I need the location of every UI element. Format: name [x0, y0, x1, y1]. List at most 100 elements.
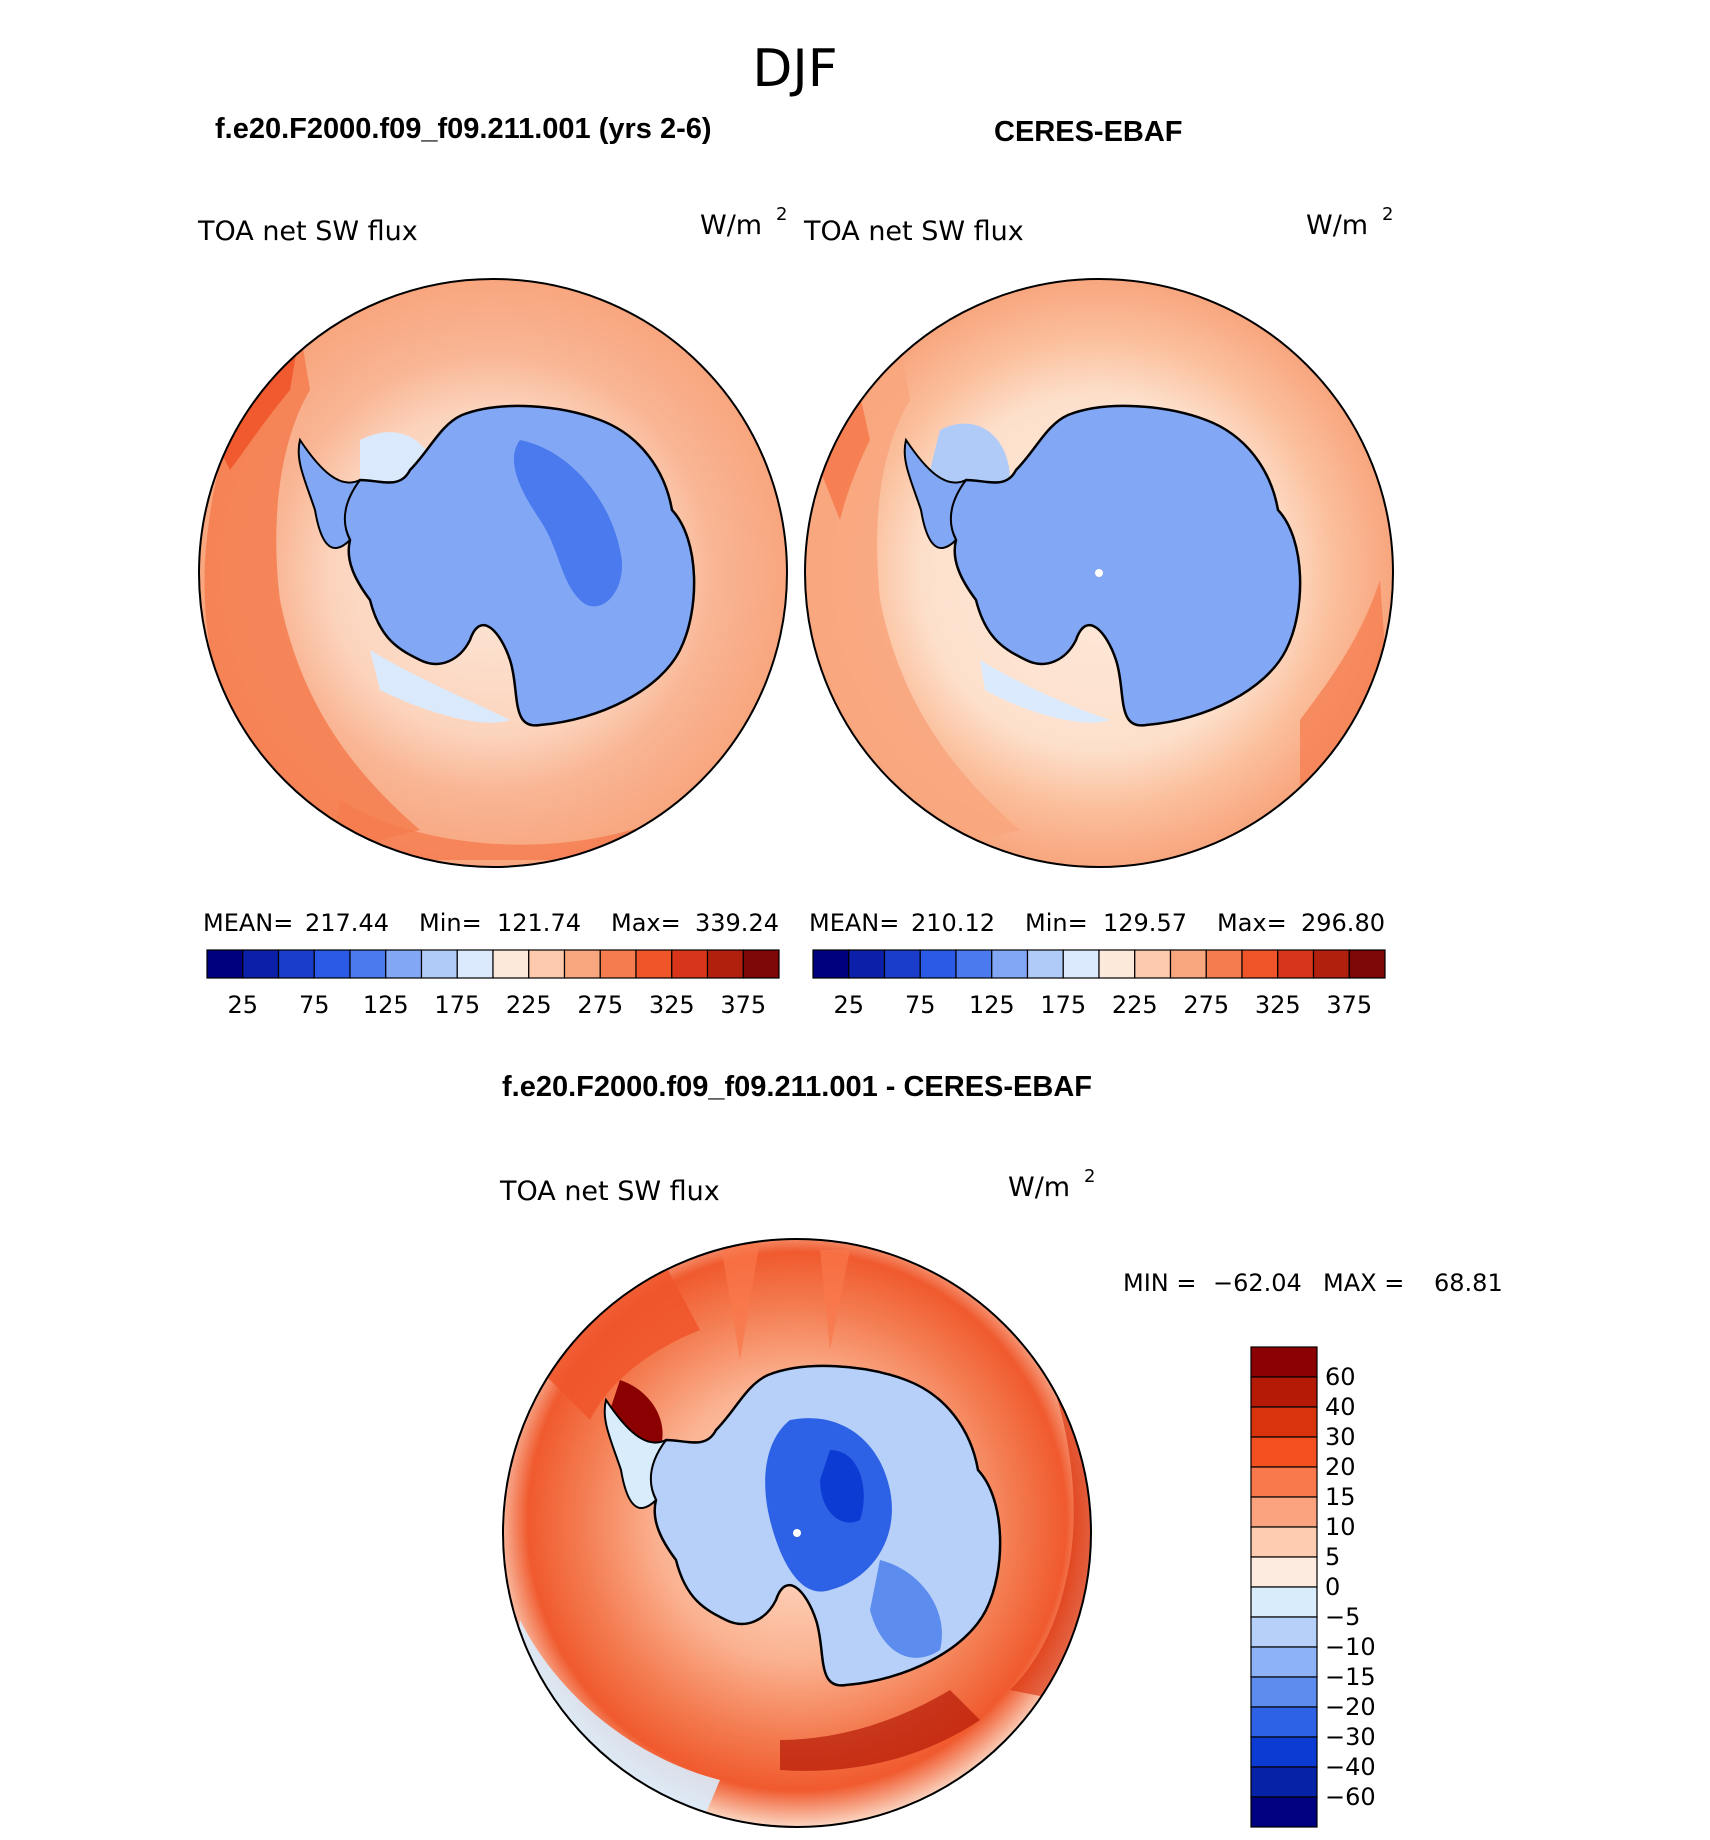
panel-b-colorbar-swatch: [1277, 949, 1315, 979]
panel-a-colorbar-swatch: [492, 949, 530, 979]
panel-b-colorbar-tick: 225: [1112, 991, 1158, 1019]
panel-a-mean-label: MEAN=: [203, 909, 293, 937]
panel-b-units-exponent: 2: [1382, 204, 1393, 225]
panel-a-colorbar-tick: 275: [577, 991, 623, 1019]
panel-b-colorbar-tick: 275: [1183, 991, 1229, 1019]
panel-c-colorbar-tick: 30: [1325, 1423, 1356, 1451]
panel-b-min-label: Min=: [1025, 909, 1088, 937]
panel-b-colorbar-tick: 375: [1326, 991, 1372, 1019]
panel-a-colorbar-swatch: [349, 949, 387, 979]
panel-a-variable: TOA net SW flux: [197, 216, 418, 247]
panel-c-colorbar-swatch: [1250, 1736, 1318, 1768]
panel-b-colorbar-tick: 125: [969, 991, 1015, 1019]
panel-c-colorbar-tick: 40: [1325, 1393, 1356, 1421]
panel-c-colorbar-swatch: [1250, 1376, 1318, 1408]
panel-c-colorbar-swatch: [1250, 1586, 1318, 1618]
panel-c-title: f.e20.F2000.f09_f09.211.001 - CERES-EBAF: [502, 1071, 1092, 1103]
panel-a-colorbar-tick: 225: [506, 991, 552, 1019]
panel-b-max: 296.80: [1301, 909, 1385, 937]
panel-a-colorbar-swatch: [277, 949, 315, 979]
panel-c-colorbar-tick: −20: [1325, 1693, 1376, 1721]
panel-b-colorbar-swatch: [1205, 949, 1243, 979]
panel-b-colorbar-swatch: [1134, 949, 1172, 979]
panel-a-colorbar-swatch: [206, 949, 244, 979]
panel-c-map: [502, 1238, 1092, 1828]
panel-a-boundary: [198, 278, 788, 868]
panel-a-units: W/m 2: [700, 204, 787, 241]
panel-a-mean: 217.44: [305, 909, 389, 937]
panel-b-colorbar-swatch: [991, 949, 1029, 979]
panel-c-max-label: MAX =: [1323, 1269, 1404, 1297]
figure-title: DJF: [752, 39, 837, 99]
panel-a-colorbar-swatch: [313, 949, 351, 979]
panel-a-max-label: Max=: [611, 909, 681, 937]
panel-c-units-label: W/m: [1008, 1172, 1070, 1203]
panel-b-units-label: W/m: [1306, 210, 1368, 241]
panel-b-colorbar-swatch: [919, 949, 957, 979]
panel-b-colorbar-swatch: [883, 949, 921, 979]
panel-a-colorbar-tick: 325: [649, 991, 695, 1019]
panel-c-colorbar-swatch: [1250, 1646, 1318, 1678]
panel-a-colorbar: 25 75 125 175 225 275 325 375: [206, 949, 780, 1019]
panel-b-colorbar-tick: 75: [905, 991, 936, 1019]
panel-c-boundary: [502, 1238, 1092, 1828]
panel-b-colorbar-swatch: [1062, 949, 1100, 979]
panel-a-title: f.e20.F2000.f09_f09.211.001 (yrs 2-6): [215, 113, 712, 145]
panel-c-colorbar-swatch: [1250, 1406, 1318, 1438]
panel-b-colorbar-swatch: [1241, 949, 1279, 979]
panel-b-colorbar-tick: 25: [833, 991, 864, 1019]
panel-c-colorbar-swatch: [1250, 1616, 1318, 1648]
panel-b-stats: MEAN= 210.12 Min= 129.57 Max= 296.80: [809, 909, 1385, 937]
panel-b-units: W/m 2: [1306, 204, 1393, 241]
panel-a-colorbar-swatch: [528, 949, 566, 979]
panel-b-colorbar-swatch: [955, 949, 993, 979]
panel-b-min: 129.57: [1103, 909, 1187, 937]
panel-c-colorbar-tick: −10: [1325, 1633, 1376, 1661]
panel-c-colorbar-tick: −60: [1325, 1783, 1376, 1811]
panel-a-units-exponent: 2: [776, 204, 787, 225]
panel-b-colorbar-swatch: [812, 949, 850, 979]
panel-a-max: 339.24: [695, 909, 779, 937]
panel-a-colorbar-swatch: [242, 949, 280, 979]
panel-b-colorbar-swatch: [1026, 949, 1064, 979]
panel-c-colorbar-tick: 0: [1325, 1573, 1340, 1601]
panel-a-colorbar-tick: 25: [227, 991, 258, 1019]
panel-b-mean-label: MEAN=: [809, 909, 899, 937]
panel-a-min: 121.74: [497, 909, 581, 937]
panel-c-colorbar-swatch: [1250, 1706, 1318, 1738]
panel-c-colorbar-swatch: [1250, 1796, 1318, 1828]
panel-b-colorbar: 25 75 125 175 225 275 325 375: [812, 949, 1386, 1019]
panel-b-colorbar-tick: 175: [1040, 991, 1086, 1019]
panel-c-units-exponent: 2: [1084, 1166, 1095, 1187]
panel-a-colorbar-swatch: [635, 949, 673, 979]
panel-a-colorbar-swatch: [706, 949, 744, 979]
panel-c-max: 68.81: [1434, 1269, 1503, 1297]
panel-b-mean: 210.12: [911, 909, 995, 937]
panel-a-colorbar-tick: 75: [299, 991, 330, 1019]
panel-c-variable: TOA net SW flux: [499, 1176, 720, 1207]
panel-b-variable: TOA net SW flux: [803, 216, 1024, 247]
panel-b-colorbar-swatch: [1312, 949, 1350, 979]
panel-a-units-label: W/m: [700, 210, 762, 241]
panel-b-colorbar-swatch: [1169, 949, 1207, 979]
panel-a-colorbar-tick: 175: [434, 991, 480, 1019]
panel-b-colorbar-swatch: [848, 949, 886, 979]
panel-a-stats: MEAN= 217.44 Min= 121.74 Max= 339.24: [203, 909, 779, 937]
panel-a-colorbar-swatch: [671, 949, 709, 979]
panel-a-colorbar-swatch: [385, 949, 423, 979]
panel-c-units: W/m 2: [1008, 1166, 1095, 1203]
panel-c-colorbar-tick: −15: [1325, 1663, 1376, 1691]
panel-c-colorbar-swatch: [1250, 1496, 1318, 1528]
panel-c-colorbar-tick: −30: [1325, 1723, 1376, 1751]
panel-c-colorbar-swatch: [1250, 1466, 1318, 1498]
panel-c-colorbar-swatch: [1250, 1676, 1318, 1708]
panel-b-max-label: Max=: [1217, 909, 1287, 937]
panel-a-colorbar-swatch: [563, 949, 601, 979]
panel-c-colorbar-tick: 5: [1325, 1543, 1340, 1571]
panel-a-min-label: Min=: [419, 909, 482, 937]
panel-a-map: [198, 278, 788, 868]
panel-b-boundary: [804, 278, 1394, 868]
panel-a-colorbar-swatch: [742, 949, 780, 979]
